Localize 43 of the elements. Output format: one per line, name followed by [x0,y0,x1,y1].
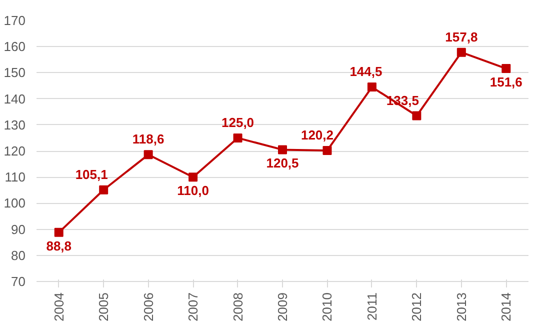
y-tick-label: 70 [11,274,26,289]
y-tick-label: 110 [4,170,26,185]
x-tick-label: 2005 [96,292,112,322]
data-label: 88,8 [46,238,72,254]
data-label: 120,5 [266,156,299,171]
y-tick-label: 100 [4,196,26,211]
point [412,111,422,120]
x-tick-label: 2004 [51,292,66,322]
y-tick-label: 150 [4,65,26,80]
point [367,82,376,92]
data-label: 151,6 [490,74,522,90]
data-label: 125,0 [222,114,254,130]
x-tick-label: 2013 [454,292,469,322]
y-tick-label: 170 [4,13,26,28]
x-tick-label: 2011 [364,292,380,320]
x-tick-label: 2012 [409,292,424,322]
point [54,228,64,237]
data-label: 120,2 [300,127,334,142]
point [456,48,466,57]
x-tick-label: 2006 [140,292,156,322]
data-label: 118,6 [132,132,164,147]
x-tick-label: 2014 [498,292,514,322]
x-tick-label: 2009 [275,292,290,322]
point [502,64,511,74]
x-tick-label: 2007 [186,292,201,322]
point [278,145,287,154]
point [322,146,332,155]
data-label: 144,5 [350,64,382,80]
data-label: 105,1 [75,166,108,182]
point [99,185,108,194]
data-label: 157,8 [445,29,478,44]
y-tick-label: 130 [4,117,26,132]
y-tick-label: 140 [4,91,26,106]
point [233,133,242,142]
point [188,172,198,182]
x-tick-label: 2008 [230,292,246,322]
y-tick-label: 90 [11,222,26,237]
y-tick-label: 80 [11,248,26,263]
data-label: 110,0 [177,183,209,198]
y-tick-label: 160 [4,39,26,54]
x-tick-label: 2010 [320,292,335,322]
y-tick-label: 120 [4,144,26,158]
point [144,150,153,160]
